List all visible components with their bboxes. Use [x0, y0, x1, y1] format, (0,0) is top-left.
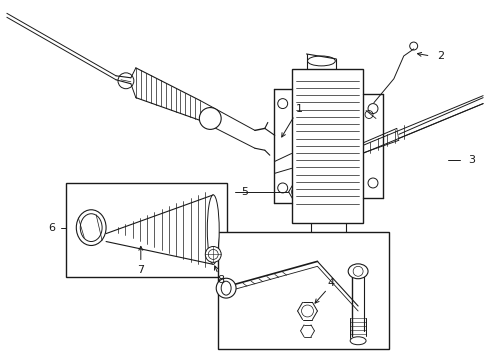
Text: 3: 3: [467, 155, 474, 165]
Text: 8: 8: [217, 275, 224, 285]
Text: 4: 4: [327, 278, 334, 288]
Text: 2: 2: [436, 51, 443, 61]
Text: 7: 7: [137, 265, 144, 275]
Circle shape: [199, 108, 221, 129]
Ellipse shape: [207, 195, 219, 264]
Bar: [291, 69, 362, 223]
Text: 6: 6: [48, 222, 55, 233]
Text: 1: 1: [295, 104, 303, 113]
Ellipse shape: [349, 337, 366, 345]
Text: 5: 5: [241, 187, 248, 197]
Circle shape: [205, 247, 221, 262]
Ellipse shape: [347, 264, 367, 279]
Ellipse shape: [221, 281, 231, 295]
Bar: [66, 183, 226, 277]
Circle shape: [216, 278, 236, 298]
Ellipse shape: [76, 210, 106, 246]
Bar: [218, 231, 388, 349]
